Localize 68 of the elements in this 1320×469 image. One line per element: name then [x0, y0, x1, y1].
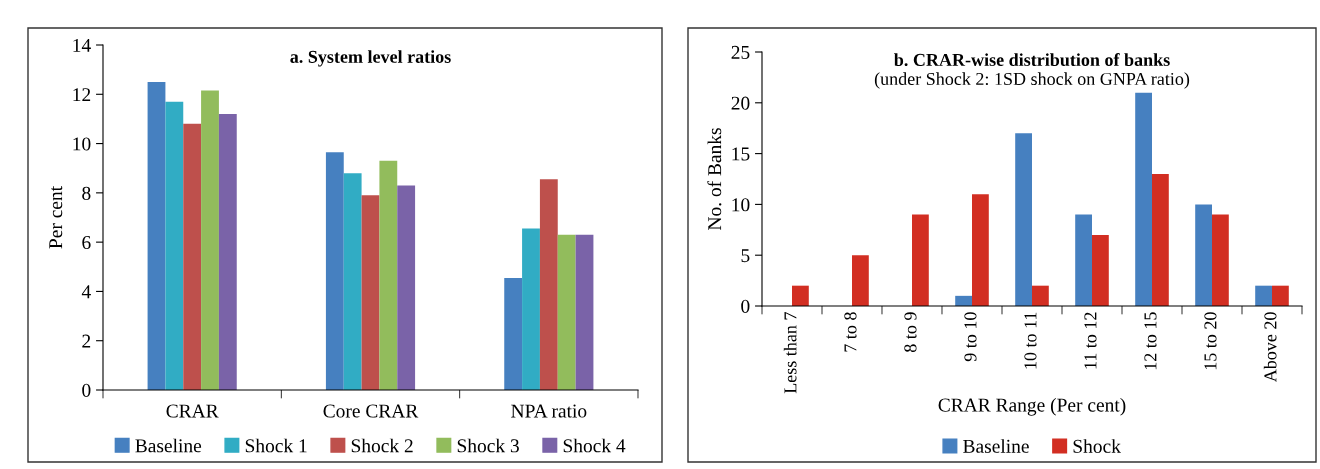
bar	[575, 234, 594, 390]
y-tick-label: 0	[741, 299, 750, 313]
x-tick-label: 9 to 10	[964, 312, 977, 362]
bar	[218, 114, 237, 390]
bar	[792, 285, 809, 306]
text: (under Shock 2: 1SD shock on GNPA ratio)	[874, 72, 1190, 89]
bar	[972, 194, 989, 306]
x-tick-label: Core CRAR	[323, 404, 419, 418]
y-axis-title: Per cent	[49, 186, 63, 249]
x-tick-label: CRAR	[166, 404, 219, 418]
x-tick-label: NPA ratio	[511, 404, 587, 418]
bar	[1152, 173, 1169, 306]
y-tick-label: 5	[741, 249, 750, 263]
bar	[379, 160, 398, 390]
bar	[183, 123, 202, 390]
x-tick-label: 7 to 8	[844, 312, 857, 352]
bar	[1272, 285, 1289, 306]
legend-label: Shock	[1073, 439, 1121, 453]
chart-title: a. System level ratios	[290, 50, 451, 67]
y-tick-label: 14	[73, 38, 91, 52]
y-tick-label: 2	[82, 334, 91, 348]
x-tick-label: 8 to 9	[904, 312, 917, 352]
x-tick-label: Above 20	[1263, 312, 1277, 383]
bar	[539, 179, 558, 390]
bar	[912, 214, 929, 306]
bar	[1195, 204, 1212, 306]
y-tick-label: 0	[82, 383, 91, 397]
bar	[1135, 92, 1152, 306]
y-tick-label: 10	[73, 137, 91, 151]
y-tick-label: 6	[82, 236, 91, 250]
legend-label: Baseline	[963, 439, 1029, 453]
x-axis-title: CRAR Range (Per cent)	[938, 397, 1126, 416]
bar	[522, 228, 540, 390]
bar	[1032, 285, 1049, 306]
bar	[397, 185, 416, 390]
bar	[557, 234, 576, 390]
bar	[1255, 285, 1272, 306]
x-tick-label: Less than 7	[783, 312, 797, 394]
y-tick-label: 10	[732, 198, 750, 212]
y-tick-label: 12	[73, 88, 91, 102]
bar	[1015, 133, 1032, 306]
bar	[165, 101, 184, 390]
bar	[1092, 234, 1109, 306]
x-tick-label: 12 to 15	[1144, 312, 1157, 370]
y-tick-label: 4	[81, 285, 91, 299]
bar	[361, 195, 380, 390]
x-tick-label: 15 to 20	[1204, 312, 1217, 370]
bar	[343, 173, 362, 390]
legend-label: Shock 1	[245, 438, 307, 453]
bar	[147, 81, 166, 390]
y-tick-label: 15	[732, 147, 750, 161]
x-tick-label: 11 to 12	[1084, 312, 1097, 369]
y-axis-title: No. of Banks	[707, 128, 722, 231]
bar	[504, 277, 523, 390]
bar	[325, 152, 344, 390]
chart-title: b. CRAR-wise distribution of banks	[894, 53, 1170, 67]
y-tick-label: 20	[731, 96, 750, 110]
bar	[201, 90, 219, 390]
bar	[1212, 214, 1229, 306]
legend-label: Baseline	[135, 438, 202, 453]
y-tick-label: 8	[82, 186, 91, 200]
legend-label: Shock 4	[563, 438, 626, 453]
y-tick-label: 25	[731, 45, 750, 59]
legend-label: Shock 2	[351, 438, 413, 453]
bar	[852, 255, 869, 306]
bar	[1075, 214, 1092, 306]
legend-label: Shock 3	[457, 438, 519, 453]
x-tick-label: 10 to 11	[1024, 312, 1037, 369]
